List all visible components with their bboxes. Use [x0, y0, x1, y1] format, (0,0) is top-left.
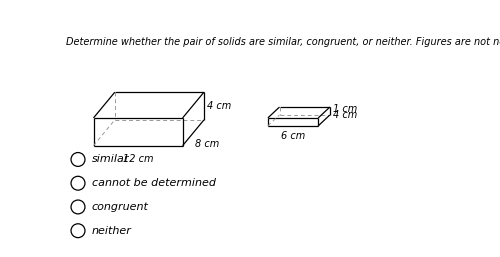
Text: 12 cm: 12 cm	[123, 153, 154, 163]
Text: congruent: congruent	[92, 202, 148, 212]
Text: 4 cm: 4 cm	[332, 110, 357, 120]
Text: neither: neither	[92, 226, 132, 236]
Text: similar: similar	[92, 154, 129, 164]
Text: cannot be determined: cannot be determined	[92, 178, 216, 188]
Text: 1 cm: 1 cm	[332, 104, 357, 114]
Text: 4 cm: 4 cm	[207, 101, 232, 111]
Text: 6 cm: 6 cm	[281, 131, 305, 141]
Text: 8 cm: 8 cm	[195, 139, 220, 149]
Text: Determine whether the pair of solids are similar, congruent, or neither. Figures: Determine whether the pair of solids are…	[66, 37, 500, 47]
